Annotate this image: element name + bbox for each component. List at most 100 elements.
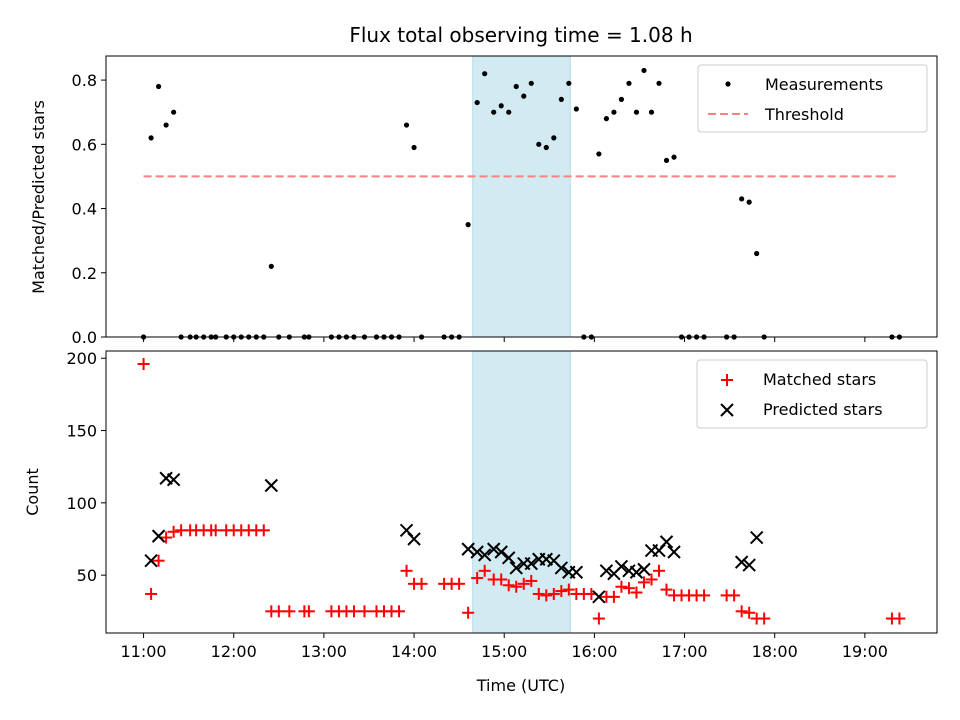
measurement-point [155,83,162,90]
predicted-stars-point [599,564,614,578]
measurement-point [663,157,670,163]
matched-stars-point [358,605,371,618]
matched-stars-point [502,579,515,592]
measurement-point [506,109,512,115]
bottom-axes-frame [105,350,938,634]
bottom-legend: Matched stars Predicted stars [696,359,928,429]
x-tick-label: 13:00 [301,642,347,661]
measurement-point [656,80,662,86]
measurement-point [498,103,504,109]
matched-stars-point [660,583,673,596]
matched-stars-point [743,606,756,619]
measurement-point [528,80,534,86]
matched-stars-point [257,524,270,537]
measurement-point [482,71,488,77]
y-tick-label: 0.4 [72,200,97,219]
matched-stars-point [562,583,575,596]
matched-stars-point [532,587,545,600]
measurement-point [633,109,640,115]
measurement-point [403,122,410,128]
matched-stars-point [637,576,650,589]
matched-stars-point [400,564,413,577]
matched-stars-point [517,577,530,590]
predicted-stars-point [477,548,492,562]
matched-stars-point [540,589,553,602]
matched-stars-point [555,585,568,598]
measurement-point [543,144,549,151]
legend-threshold-label: Threshold [764,105,844,124]
predicted-stars-point [749,530,764,545]
predicted-stars-point [734,555,749,569]
predicted-stars-point [637,562,651,577]
measurement-point [603,116,610,122]
matched-stars-point [592,612,605,625]
bottom-panel: Count Time (UTC) 50 100 150 200 11:00 12:00 13… [23,349,938,695]
matched-stars-point [453,577,466,590]
predicted-stars-point [470,545,484,559]
predicted-stars-point [509,561,523,575]
top-axes-frame [105,55,938,338]
predicted-stars-point [667,545,681,559]
x-tick-label: 12:00 [211,642,257,661]
measurement-point [611,109,617,115]
top-panel: Flux total observing time = 1.08 h Match… [29,23,938,347]
measurement-point [596,151,602,157]
measurement-point [474,99,480,106]
y-tick-label: 150 [66,422,97,441]
predicted-stars-point [151,529,166,543]
matched-stars-point [283,605,296,618]
matched-stars-point [698,589,711,602]
top-legend-frame [697,64,928,133]
highlight-band-rect [472,55,571,338]
matched-stars-point [393,605,406,618]
matched-stars-point [728,589,741,602]
x-tick-label: 16:00 [571,642,617,661]
legend-predicted-marker [720,403,734,417]
predicted-stars-series [144,471,764,604]
predicted-stars-point [461,542,475,556]
measurement-point [746,199,752,205]
x-tick-label: 18:00 [752,642,798,661]
measurement-point [163,122,169,128]
matched-stars-point [547,587,560,600]
predicted-stars-point [524,556,538,571]
x-tick-label: 15:00 [481,642,527,661]
y-tick-label: 100 [66,494,97,513]
matched-stars-point [272,605,285,618]
measurements-series [140,67,903,340]
bottom-y-axis-label: Count [23,468,42,516]
matched-stars-point [510,580,523,593]
matched-stars-point [630,586,643,599]
x-tick-label: 14:00 [391,642,437,661]
measurement-point [465,222,471,228]
y-tick-label: 0.8 [72,71,97,90]
predicted-stars-point [592,590,606,604]
bottom-legend-frame [696,359,928,429]
matched-stars-point [615,580,628,593]
legend-measurements-marker [725,81,731,87]
y-tick-label: 200 [66,349,97,368]
measurement-point [648,109,655,115]
bottom-axes-ticks: 50 100 150 200 11:00 12:00 13:00 14:00 15:00 16:0… [66,349,887,661]
measurement-point [739,196,745,202]
measurement-point [641,67,647,74]
matched-stars-point [645,573,658,586]
x-axis-label: Time (UTC) [476,676,565,695]
predicted-stars-point [486,542,501,556]
matched-stars-point [137,358,150,371]
matched-stars-point [167,525,180,538]
y-tick-label: 0.2 [72,264,97,283]
y-tick-label: 0.6 [72,135,97,154]
predicted-stars-point [502,551,516,565]
measurement-point [171,109,177,115]
predicted-stars-point [742,558,756,572]
measurement-point [573,106,579,112]
matched-stars-point [893,612,906,625]
predicted-stars-point [407,532,421,546]
matched-stars-point [347,605,360,618]
highlight-band-top [472,55,571,338]
predicted-stars-point [614,559,629,574]
measurement-point [558,96,564,102]
x-tick-label: 11:00 [121,642,167,661]
